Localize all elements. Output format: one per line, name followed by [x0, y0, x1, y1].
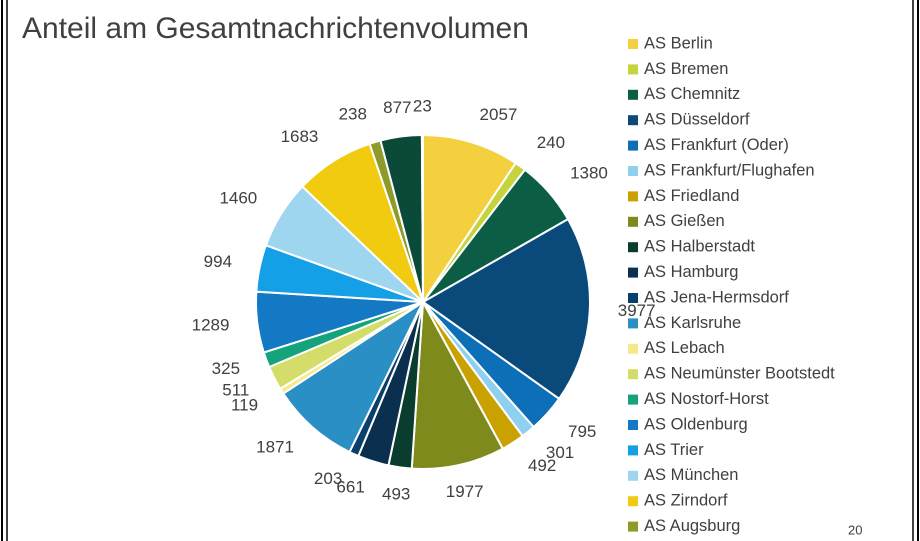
- data-label: 203: [314, 469, 342, 488]
- legend-swatch: [628, 496, 638, 507]
- data-label: 493: [382, 485, 410, 504]
- legend-swatch: [628, 140, 638, 151]
- legend-label: AS Lebach: [644, 339, 725, 357]
- legend-label: AS Hamburg: [644, 263, 738, 281]
- legend-swatch: [628, 89, 638, 100]
- data-label: 492: [528, 456, 556, 475]
- legend-label: AS Halberstadt: [644, 238, 755, 256]
- legend-swatch: [628, 369, 638, 380]
- legend-swatch: [628, 420, 638, 430]
- legend-swatch: [628, 343, 638, 354]
- data-label: 23: [413, 96, 432, 115]
- pie-slice: [420, 133, 424, 303]
- pie-slice: [281, 299, 426, 454]
- legend-swatch: [628, 293, 638, 303]
- data-label: 240: [537, 133, 565, 152]
- data-label: 2057: [480, 105, 518, 124]
- data-label: 301: [546, 443, 574, 462]
- legend-swatch: [628, 115, 638, 126]
- data-label: 119: [231, 396, 258, 415]
- legend-swatch: [628, 216, 638, 227]
- legend-label: AS Bremen: [644, 60, 728, 78]
- data-label: 1460: [219, 189, 257, 208]
- chart-title: Anteil am Gesamtnachrichtenvolumen: [22, 12, 529, 45]
- legend-swatch: [628, 191, 638, 202]
- pie-slice: [422, 133, 518, 306]
- legend-label: AS Jena-Hermsdorf: [644, 288, 789, 306]
- legend-swatch: [628, 470, 638, 481]
- legend-label: AS Friedland: [644, 187, 739, 205]
- legend-label: AS Berlin: [644, 34, 713, 52]
- pie-slice: [421, 217, 591, 401]
- legend-label: AS Nostorf-Horst: [644, 390, 769, 408]
- pie-slice: [410, 298, 505, 470]
- data-label: 877: [383, 98, 411, 117]
- data-label: 1380: [570, 163, 608, 182]
- legend-label: AS Trier: [644, 441, 704, 459]
- data-label: 3977: [618, 301, 656, 320]
- legend-label: AS Frankfurt (Oder): [644, 136, 789, 154]
- legend-label: AS Karlsruhe: [644, 314, 741, 332]
- legend-swatch: [628, 445, 638, 456]
- legend-label: AS München: [644, 466, 738, 484]
- legend-label: AS Neumünster Bootstedt: [644, 365, 835, 383]
- data-label: 1871: [256, 438, 294, 457]
- legend-label: AS Frankfurt/Flughafen: [644, 161, 815, 179]
- data-label: 1289: [192, 315, 230, 334]
- data-label: 661: [336, 478, 364, 497]
- legend-swatch: [628, 39, 638, 49]
- legend-label: AS Gießen: [644, 212, 725, 230]
- legend-label: AS Augsburg: [644, 517, 740, 535]
- legend-label: AS Oldenburg: [644, 415, 748, 433]
- legend-swatch: [628, 394, 638, 405]
- legend-swatch: [628, 166, 638, 176]
- data-label: 511: [222, 380, 249, 399]
- legend-swatch: [628, 521, 638, 532]
- legend-swatch: [628, 242, 638, 253]
- legend-swatch: [628, 318, 638, 329]
- data-label: 325: [212, 359, 240, 378]
- data-label: 1977: [446, 482, 484, 501]
- legend-label: AS Chemnitz: [644, 85, 740, 103]
- legend-label: AS Düsseldorf: [644, 111, 750, 129]
- data-label: 1683: [281, 127, 319, 146]
- legend-swatch: [628, 267, 638, 278]
- data-label: 238: [339, 105, 367, 124]
- page-number: 20: [848, 522, 862, 537]
- legend-swatch: [628, 64, 638, 75]
- data-label: 994: [204, 252, 232, 271]
- legend-label: AS Zirndorf: [644, 492, 728, 510]
- data-label: 795: [568, 422, 596, 441]
